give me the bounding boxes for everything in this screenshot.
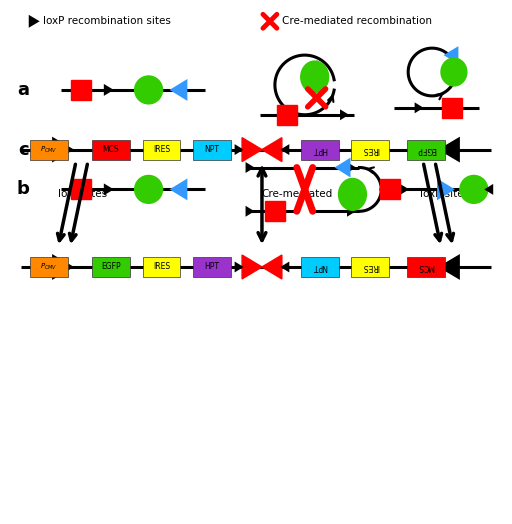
- Bar: [92, 140, 130, 159]
- Text: IRES: IRES: [362, 263, 379, 271]
- Text: loxP sites: loxP sites: [420, 189, 470, 199]
- Polygon shape: [52, 137, 74, 162]
- Text: b: b: [17, 180, 30, 199]
- Ellipse shape: [441, 58, 467, 86]
- Polygon shape: [281, 144, 289, 155]
- Bar: [351, 257, 389, 277]
- Polygon shape: [234, 144, 244, 155]
- Bar: [351, 140, 389, 159]
- Polygon shape: [104, 183, 114, 195]
- Bar: [194, 257, 231, 277]
- Polygon shape: [415, 102, 423, 113]
- Text: loxP recombination sites: loxP recombination sites: [43, 16, 171, 26]
- Polygon shape: [262, 138, 282, 161]
- Polygon shape: [340, 110, 349, 120]
- Polygon shape: [169, 179, 187, 200]
- Ellipse shape: [301, 61, 329, 93]
- Text: c: c: [18, 140, 29, 159]
- Bar: [277, 105, 297, 125]
- Polygon shape: [347, 206, 356, 217]
- Bar: [30, 140, 68, 159]
- Bar: [71, 179, 91, 199]
- Bar: [407, 257, 445, 277]
- Text: IRES: IRES: [153, 145, 170, 154]
- Bar: [301, 140, 338, 159]
- Text: NPT: NPT: [312, 263, 327, 271]
- Text: NPT: NPT: [205, 145, 220, 154]
- Polygon shape: [302, 60, 317, 80]
- Bar: [143, 257, 180, 277]
- Bar: [30, 257, 68, 277]
- Text: MCS: MCS: [102, 145, 119, 154]
- Text: $P_{CMV}$: $P_{CMV}$: [40, 262, 58, 272]
- Bar: [143, 140, 180, 159]
- Polygon shape: [246, 206, 254, 217]
- Text: MCS: MCS: [418, 263, 434, 271]
- Bar: [92, 257, 130, 277]
- Polygon shape: [484, 184, 493, 195]
- Polygon shape: [438, 137, 460, 162]
- Text: HPT: HPT: [205, 263, 220, 271]
- Polygon shape: [246, 162, 254, 173]
- Text: IRES: IRES: [153, 263, 170, 271]
- Polygon shape: [399, 183, 409, 195]
- Bar: [71, 80, 91, 100]
- Bar: [194, 140, 231, 159]
- Text: a: a: [17, 81, 29, 99]
- Text: IRES: IRES: [362, 145, 379, 154]
- Ellipse shape: [460, 176, 488, 203]
- Bar: [265, 201, 285, 221]
- Bar: [380, 179, 400, 199]
- Ellipse shape: [338, 179, 367, 210]
- Polygon shape: [234, 261, 244, 272]
- Polygon shape: [29, 15, 40, 28]
- Polygon shape: [262, 255, 282, 279]
- Ellipse shape: [135, 176, 162, 203]
- Ellipse shape: [135, 76, 162, 104]
- Text: Cre-mediated: Cre-mediated: [261, 189, 332, 199]
- Text: Cre-mediated recombination: Cre-mediated recombination: [282, 16, 432, 26]
- Polygon shape: [242, 138, 262, 161]
- Polygon shape: [347, 162, 356, 173]
- Bar: [301, 257, 338, 277]
- Polygon shape: [437, 179, 455, 200]
- Bar: [442, 98, 462, 118]
- Text: EGFP: EGFP: [416, 145, 436, 154]
- Text: EGFP: EGFP: [101, 263, 121, 271]
- Polygon shape: [281, 261, 289, 272]
- Polygon shape: [104, 84, 114, 96]
- Polygon shape: [438, 254, 460, 280]
- Polygon shape: [334, 158, 351, 178]
- Bar: [407, 140, 445, 159]
- Polygon shape: [52, 254, 74, 280]
- Text: $P_{CMV}$: $P_{CMV}$: [40, 145, 58, 155]
- Polygon shape: [169, 79, 187, 101]
- Text: loxP sites: loxP sites: [58, 189, 108, 199]
- Text: HPT: HPT: [312, 145, 327, 154]
- Polygon shape: [443, 46, 458, 64]
- Polygon shape: [242, 255, 262, 279]
